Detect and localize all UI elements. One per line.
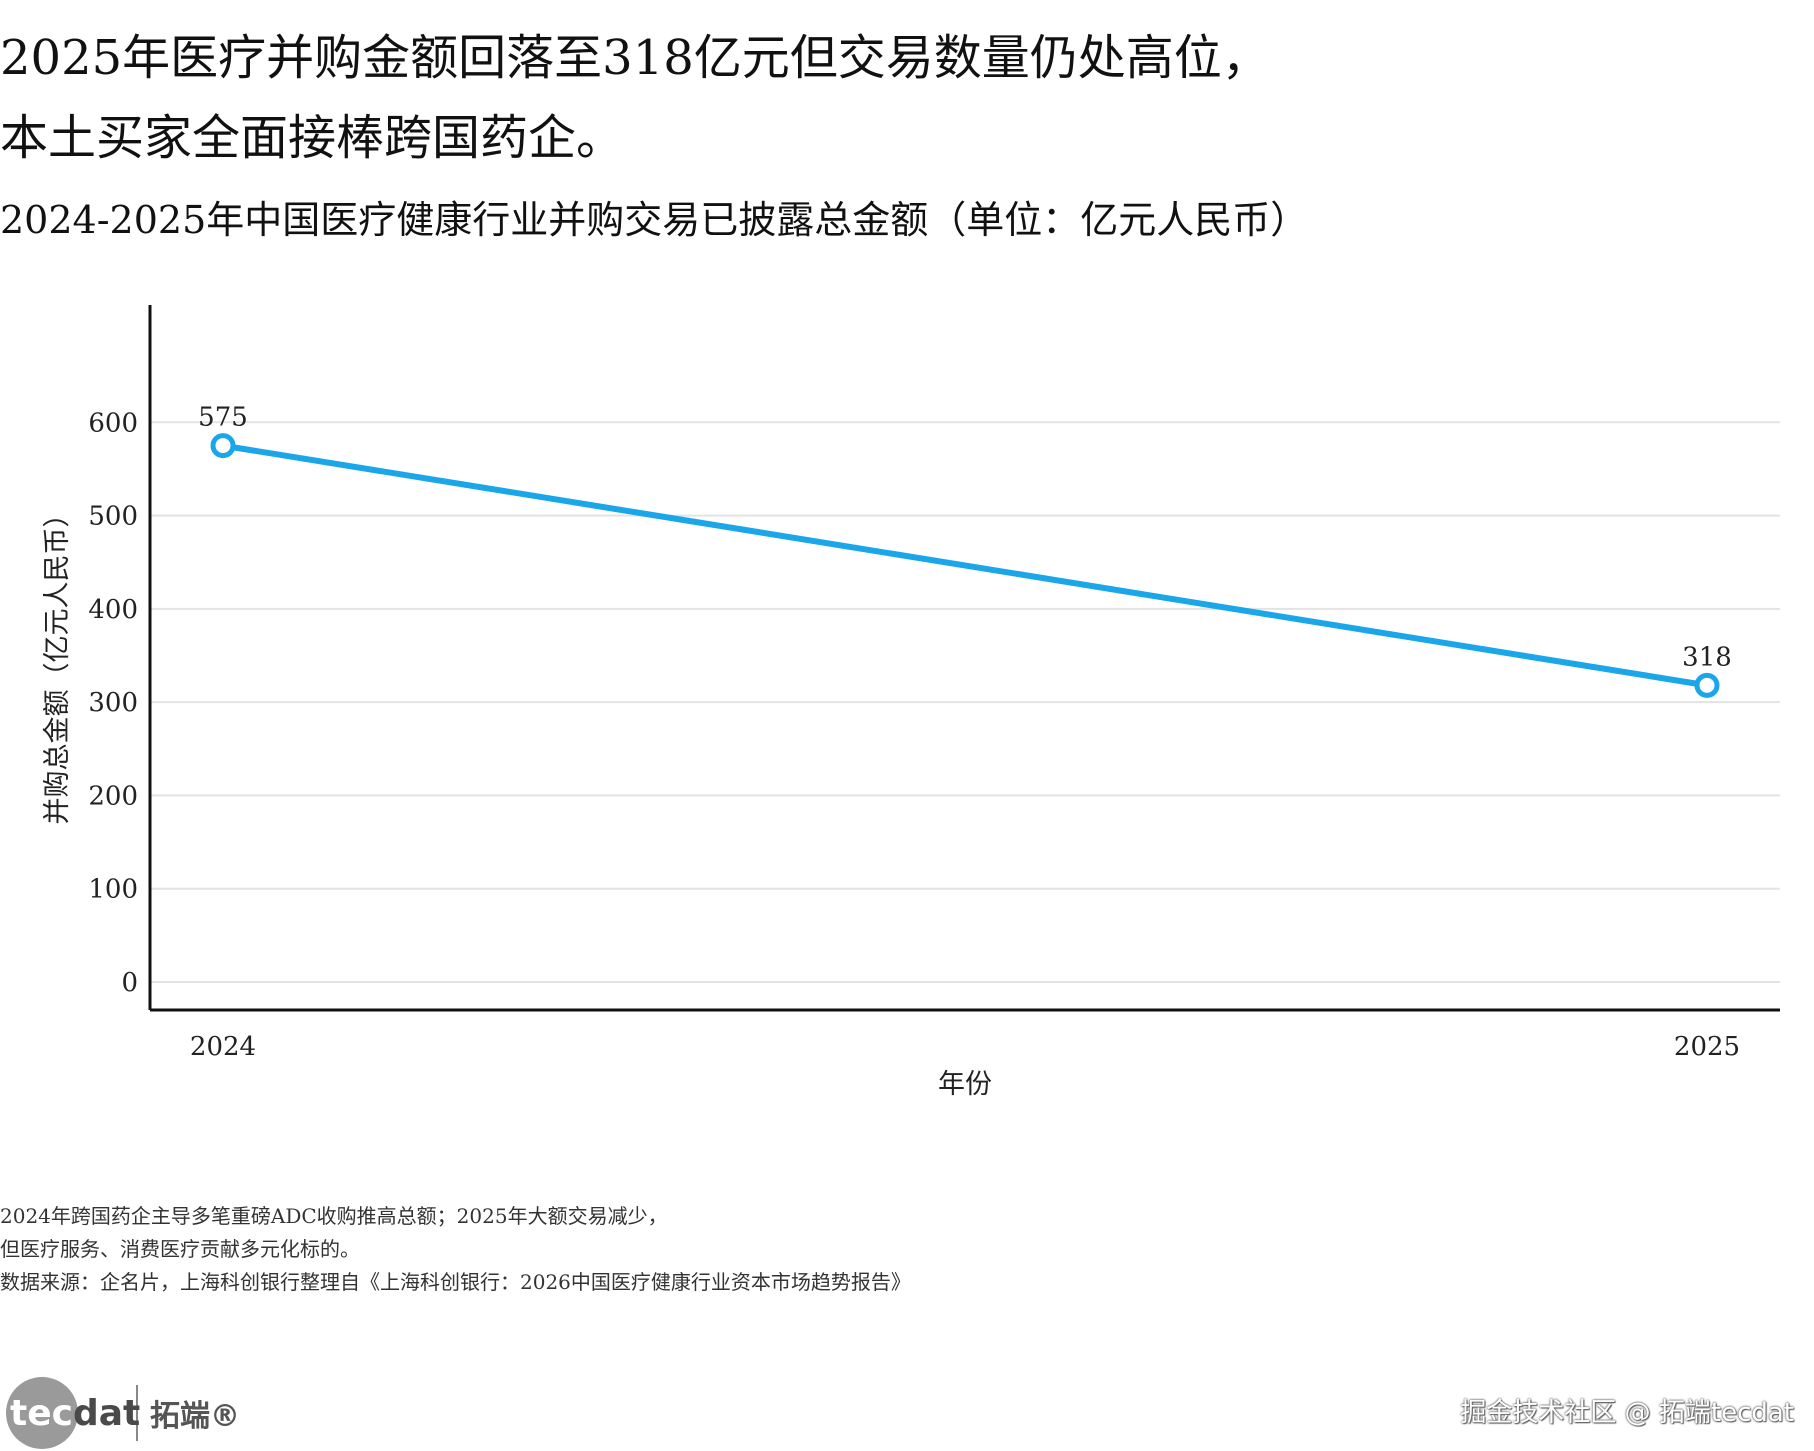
- logo-circle-icon: tecdat: [6, 1377, 140, 1449]
- axes: [148, 305, 1780, 1012]
- logo-wordmark: tecdat: [10, 1393, 141, 1434]
- y-tick-label: 400: [88, 595, 138, 625]
- line-chart: 0 100 200 300 400 500 600 2024 2025 年份 并购总金额（亿元人民币…: [42, 305, 1780, 1100]
- y-tick-label: 600: [88, 408, 138, 438]
- logo-chinese-name: 拓端®: [150, 1399, 240, 1434]
- data-point: [210, 433, 236, 459]
- headline-line-2: 本土买家全面接棒跨国药企。: [0, 110, 625, 166]
- logo-divider: [136, 1385, 138, 1441]
- brand-logo: tecdat 拓端®: [6, 1377, 240, 1449]
- series-line: [220, 442, 1710, 689]
- labels: 0 100 200 300 400 500 600 2024 2025 年份 并购总金额（亿元人民币…: [42, 403, 1740, 1100]
- data-label: 318: [1682, 642, 1732, 672]
- y-tick-label: 100: [88, 875, 138, 905]
- data-point: [1694, 672, 1720, 698]
- y-tick-label: 0: [121, 968, 138, 998]
- watermark: 掘金技术社区 @ 拓端tecdat: [1460, 1398, 1794, 1428]
- y-tick-label: 200: [88, 781, 138, 811]
- x-tick-label: 2024: [190, 1032, 256, 1062]
- source-note: 数据来源：企名片，上海科创银行整理自《上海科创银行：2026中国医疗健康行业资本…: [0, 1270, 911, 1294]
- chart-notes: 2024年跨国药企主导多笔重磅ADC收购推高总额；2025年大额交易减少， 但医…: [0, 1200, 911, 1299]
- grid-lines: [150, 421, 1780, 984]
- x-tick-label: 2025: [1674, 1032, 1740, 1062]
- data-label: 575: [198, 403, 248, 433]
- headline-line-1: 2025年医疗并购金额回落至318亿元但交易数量仍处高位，: [0, 30, 1270, 86]
- y-axis-title: 并购总金额（亿元人民币）: [42, 501, 73, 825]
- chart-title: 2024-2025年中国医疗健康行业并购交易已披露总金额（单位：亿元人民币）: [0, 198, 1309, 242]
- note-line-1: 2024年跨国药企主导多笔重磅ADC收购推高总额；2025年大额交易减少，: [0, 1204, 668, 1228]
- y-tick-label: 500: [88, 502, 138, 532]
- x-axis-title: 年份: [938, 1069, 992, 1100]
- headline: 2025年医疗并购金额回落至318亿元但交易数量仍处高位， 本土买家全面接棒跨国…: [0, 18, 1780, 178]
- y-tick-label: 300: [88, 688, 138, 718]
- series: [210, 433, 1720, 698]
- note-line-2: 但医疗服务、消费医疗贡献多元化标的。: [0, 1237, 360, 1261]
